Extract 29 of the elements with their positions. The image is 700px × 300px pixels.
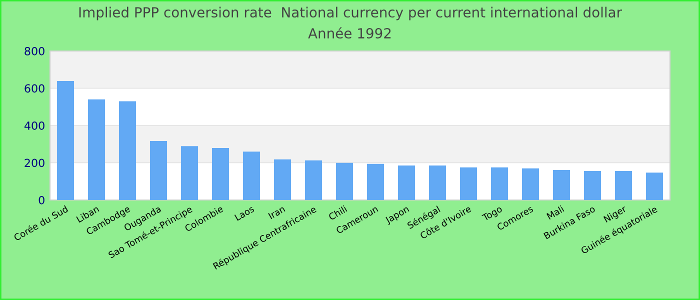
y-tick-label: 400 (24, 121, 44, 130)
bar (552, 170, 570, 200)
bar (336, 162, 354, 200)
bar (522, 168, 540, 200)
y-tick-label: 600 (24, 84, 44, 93)
x-tick-label: Laos (234, 205, 255, 221)
bar (646, 172, 664, 200)
y-tick-label: 800 (24, 46, 44, 56)
bar (180, 146, 198, 200)
y-tick-label: 0 (38, 196, 44, 204)
bar (428, 166, 446, 200)
x-tick-label: Mali (546, 205, 564, 220)
bar (366, 164, 384, 200)
bar (584, 170, 602, 200)
bar (398, 166, 416, 200)
bar (88, 99, 106, 200)
bar (304, 160, 322, 200)
chart-title: Implied PPP conversion rate National currency per current international dollar (79, 6, 622, 20)
bar (150, 140, 168, 200)
chart-subtitle: Année 1992 (308, 27, 391, 39)
bar (614, 170, 632, 200)
bar (242, 152, 260, 200)
y-tick-label: 200 (24, 158, 44, 168)
bar (118, 101, 136, 200)
bar (490, 167, 508, 200)
bar (212, 148, 230, 200)
bar (56, 80, 74, 200)
bar (460, 167, 478, 200)
bar (274, 159, 292, 200)
